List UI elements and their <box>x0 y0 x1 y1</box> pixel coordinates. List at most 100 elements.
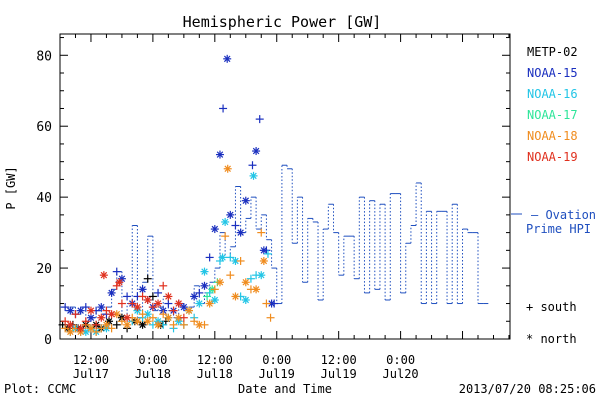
noaa-15-north-point <box>236 228 245 237</box>
x-tick-label-time: 12:00 <box>197 353 233 367</box>
marker-stroke <box>154 321 162 329</box>
marker-stroke <box>103 321 110 329</box>
noaa-19-north-point <box>66 320 75 329</box>
x-tick-label-time: 0:00 <box>386 353 415 367</box>
noaa-19-south-point <box>138 292 147 301</box>
noaa-18-south-point <box>200 320 209 329</box>
noaa-15-south-point <box>195 288 204 297</box>
marker-legend-south: + south <box>526 300 577 314</box>
marker-stroke <box>100 271 108 279</box>
marker-legend: + south * north <box>526 300 577 346</box>
noaa-15-south-point <box>61 303 70 312</box>
marker-stroke <box>77 307 84 314</box>
noaa-19-north-point <box>97 313 106 322</box>
y-tick-label: 40 <box>36 191 52 206</box>
noaa-19-north-point <box>164 292 173 301</box>
marker-stroke <box>87 325 95 332</box>
x-tick-label-time: 0:00 <box>262 353 291 367</box>
noaa-15-north-point <box>252 147 261 156</box>
ovation-series <box>60 164 489 322</box>
y-tick-label: 0 <box>44 333 52 348</box>
plot-frame <box>59 33 511 340</box>
noaa-16-north-point <box>221 217 230 226</box>
noaa-19-north-point <box>133 303 142 312</box>
x-tick-label-date: Jul20 <box>383 367 419 381</box>
noaa-18-north-point <box>259 256 268 265</box>
satellite-points <box>58 54 279 336</box>
metp-02-south-point <box>143 274 152 283</box>
noaa-16-north-point <box>257 271 266 280</box>
noaa-18-south-point <box>257 228 266 237</box>
x-tick-label-time: 12:00 <box>73 353 109 367</box>
ovation-legend: — Ovation Prime HPI <box>511 208 596 236</box>
noaa-18-south-point <box>226 271 235 280</box>
noaa-15-north-point <box>210 225 219 234</box>
noaa-16-north-point <box>81 327 90 336</box>
noaa-15-south-point <box>219 104 228 113</box>
x-tick-label-date: Jul19 <box>259 367 295 381</box>
noaa-19-south-point <box>92 320 101 329</box>
noaa-18-south-point <box>169 320 178 329</box>
marker-stroke <box>219 254 226 261</box>
noaa-19-south-point <box>179 313 188 322</box>
noaa-16-north-point <box>210 295 219 304</box>
marker-stroke <box>201 268 208 275</box>
noaa-15-south-point <box>81 303 90 312</box>
marker-stroke <box>258 271 265 279</box>
noaa-19-north-point <box>115 278 124 287</box>
marker-stroke <box>227 211 234 219</box>
x-tick-label-date: Jul18 <box>135 367 171 381</box>
marker-stroke <box>242 197 250 204</box>
marker-stroke <box>98 303 105 311</box>
x-tick-label-date: Jul17 <box>73 367 109 381</box>
noaa-15-south-point <box>248 161 257 170</box>
metp-02-north-point <box>138 320 147 329</box>
noaa-18-north-point <box>231 292 240 301</box>
chart-title: Hemispheric Power [GW] <box>183 13 382 31</box>
noaa-15-south-point <box>255 115 264 124</box>
marker-stroke <box>123 321 131 329</box>
legend-entry-metp-02: METP-02 <box>527 45 578 59</box>
satellite-legend: METP-02 NOAA-15 NOAA-16 NOAA-17 NOAA-18 NOAA-… <box>527 45 578 164</box>
noaa-15-north-point <box>190 292 199 301</box>
marker-stroke <box>232 257 239 265</box>
noaa-18-south-point <box>107 324 116 333</box>
noaa-18-north-point <box>154 320 163 329</box>
marker-stroke <box>250 172 257 180</box>
marker-stroke <box>87 307 95 314</box>
noaa-15-north-point <box>226 210 235 219</box>
noaa-15-north-point <box>86 313 95 322</box>
noaa-16-north-point <box>249 171 258 180</box>
noaa-15-north-point <box>76 306 85 315</box>
marker-stroke <box>113 310 121 318</box>
noaa-19-north-point <box>143 295 152 304</box>
legend-entry-noaa-17: NOAA-17 <box>527 108 578 122</box>
noaa-15-south-point <box>205 253 214 262</box>
x-tick-label-time: 0:00 <box>138 353 167 367</box>
marker-stroke <box>77 325 84 332</box>
x-tick-label-date: Jul19 <box>321 367 357 381</box>
noaa-15-north-point <box>97 303 106 312</box>
noaa-16-south-point <box>263 249 272 258</box>
noaa-15-north-point <box>107 288 116 297</box>
marker-legend-north: * north <box>526 332 577 346</box>
noaa-18-south-point <box>210 285 219 294</box>
marker-stroke <box>206 300 213 307</box>
noaa-16-north-point <box>195 299 204 308</box>
legend-entry-noaa-16: NOAA-16 <box>527 87 578 101</box>
marker-stroke <box>223 55 231 63</box>
x-tick-label-time: 12:00 <box>321 353 357 367</box>
noaa-19-south-point <box>81 317 90 326</box>
marker-stroke <box>224 165 231 173</box>
marker-stroke <box>221 218 229 226</box>
noaa-18-north-point <box>241 278 250 287</box>
marker-stroke <box>123 314 131 321</box>
noaa-15-north-point <box>200 281 209 290</box>
marker-stroke <box>82 328 90 336</box>
noaa-16-north-point <box>241 295 250 304</box>
noaa-18-north-point <box>133 317 142 326</box>
noaa-15-south-point <box>270 299 279 308</box>
marker-stroke <box>144 296 151 304</box>
metp-02-south-point <box>112 320 121 329</box>
noaa-18-north-point <box>223 164 232 173</box>
